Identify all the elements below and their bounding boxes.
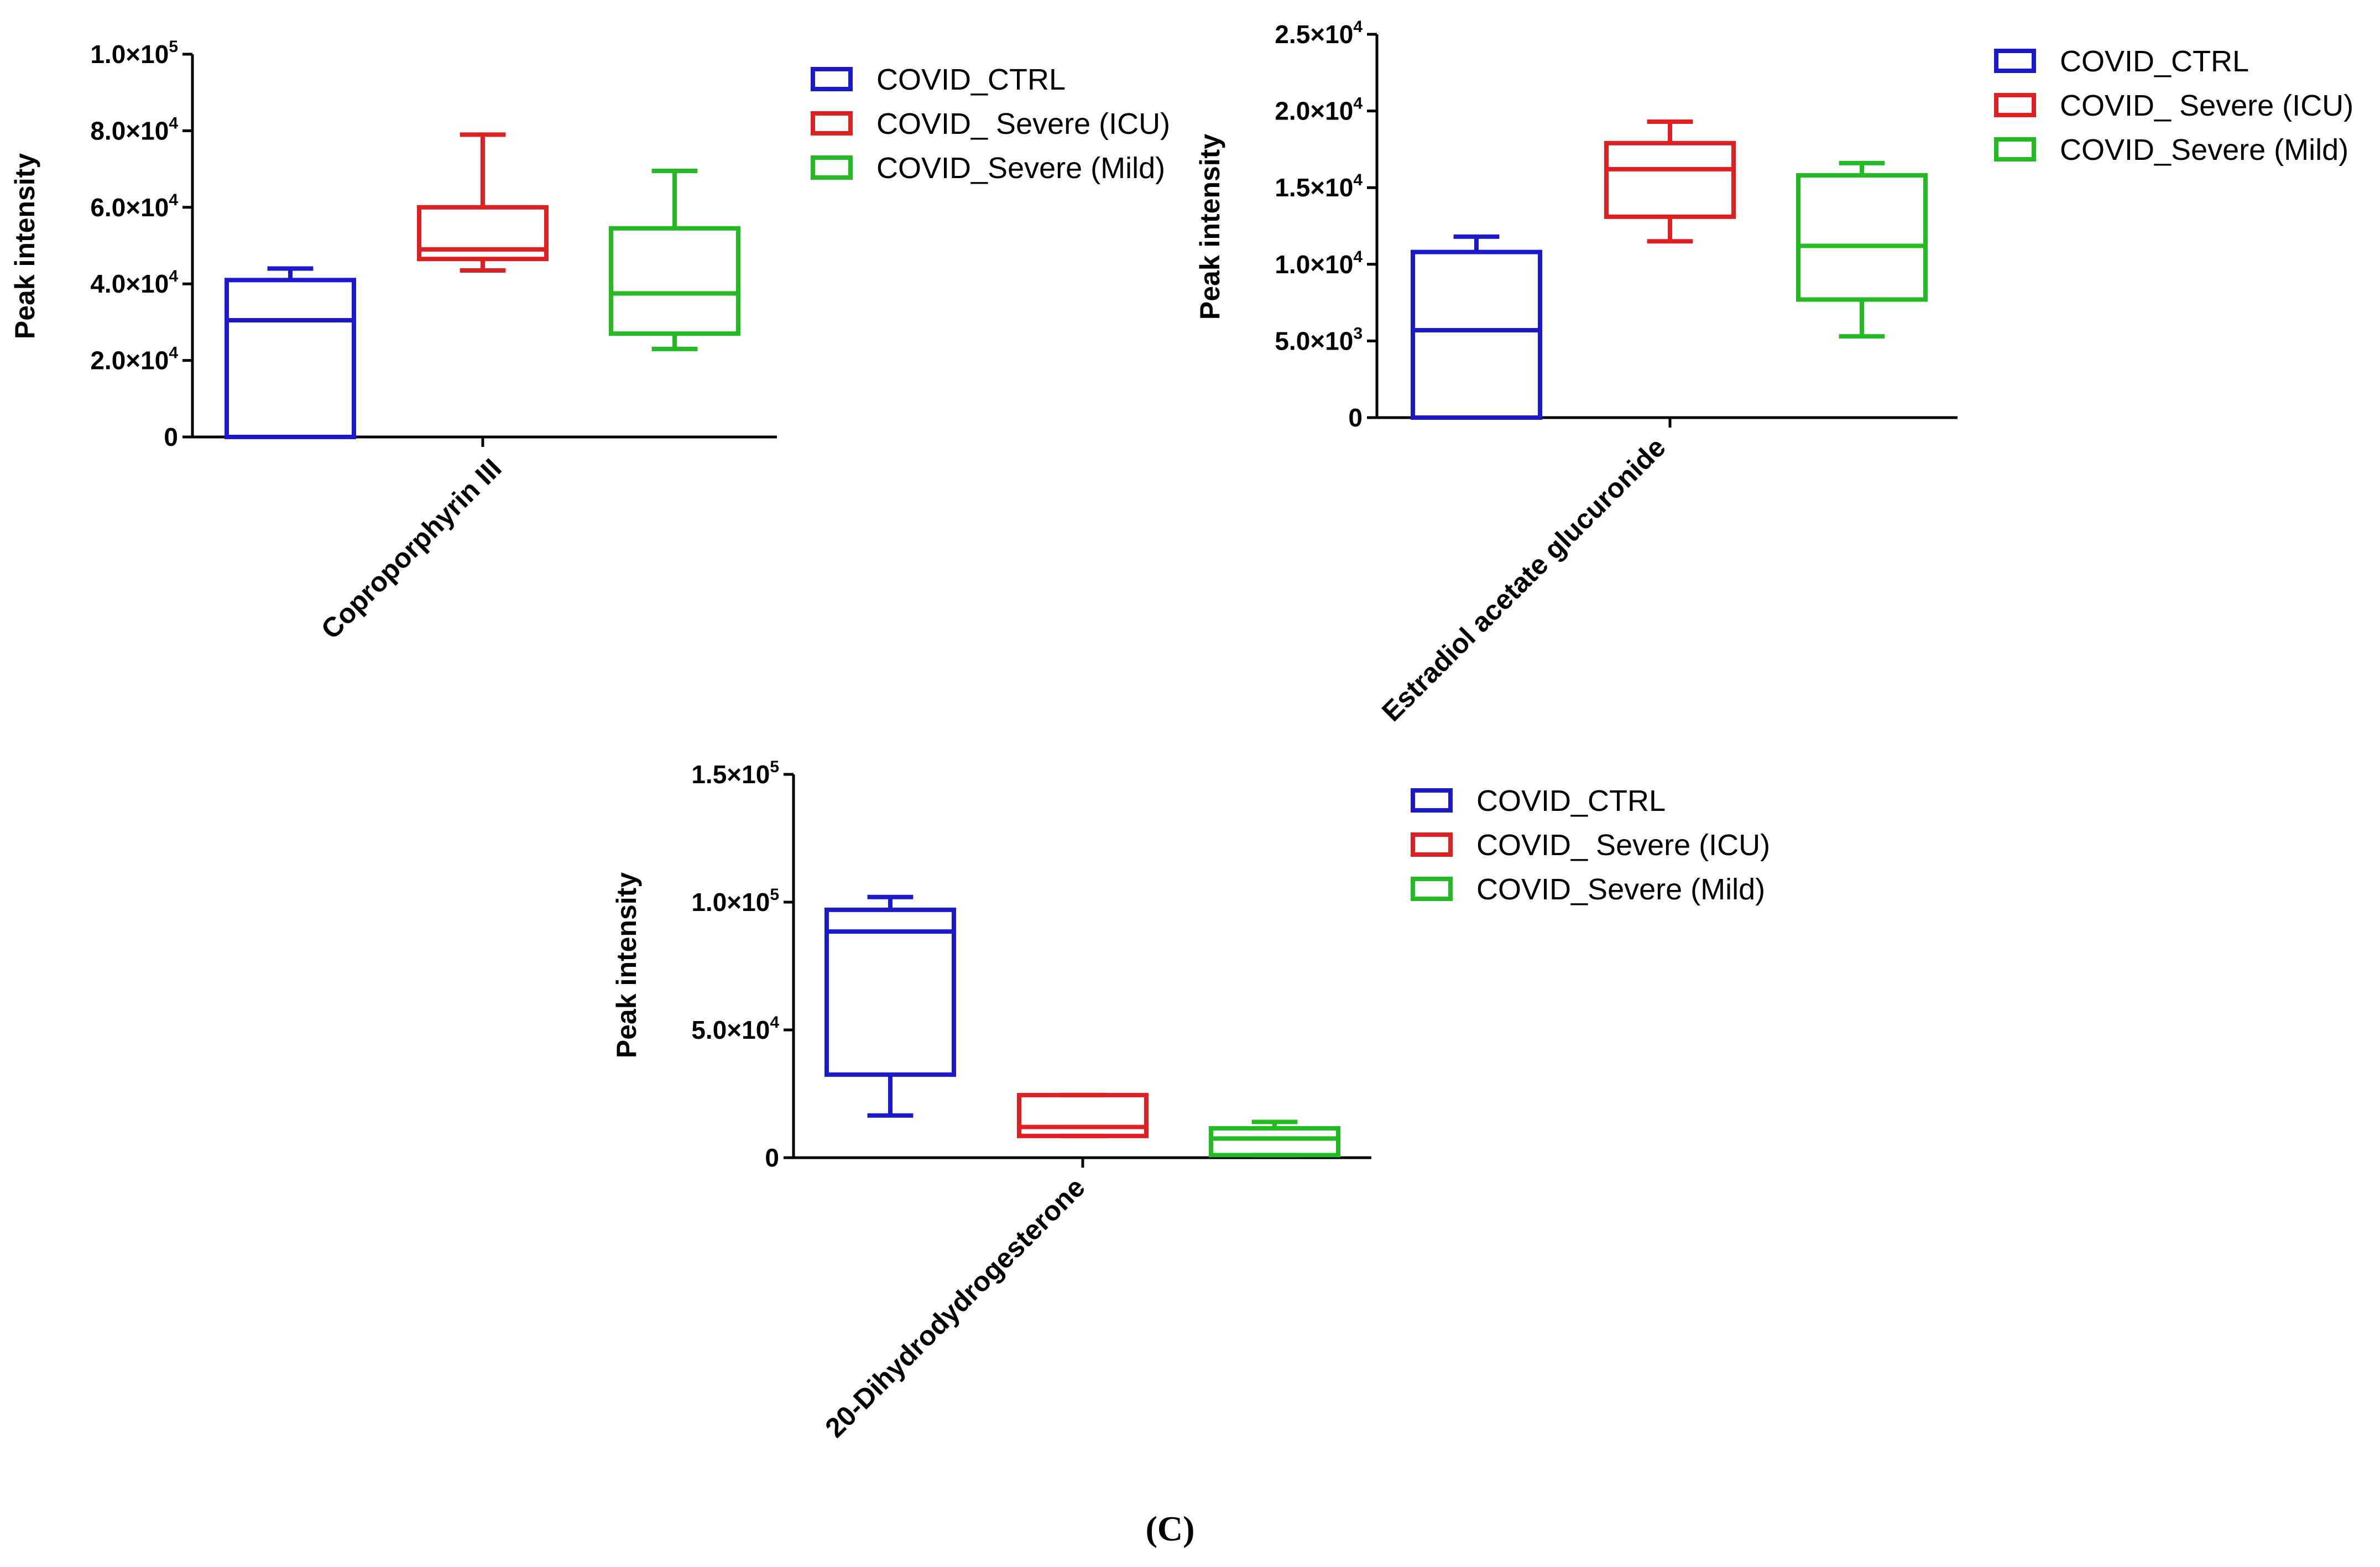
y-tick-label: 2.5×104 [1275, 18, 1363, 49]
y-tick-label: 2.0×104 [1275, 95, 1363, 126]
legend-label: COVID_CTRL [2060, 45, 2249, 78]
iqr-box [417, 205, 549, 262]
box-covid-mild [1209, 1120, 1340, 1158]
legend-swatch [1411, 877, 1453, 901]
category-label: Estradiol acetate glucuronide [1376, 431, 1672, 727]
legend: COVID_CTRL COVID_ Severe (ICU) COVID_Sever… [1411, 784, 1770, 906]
iqr-box [225, 278, 356, 439]
box-covid-mild [1796, 160, 1928, 339]
iqr-box [1604, 140, 1736, 219]
y-tick-label: 1.0×105 [90, 38, 178, 69]
y-axis-label: Peak intensity [611, 872, 642, 1058]
box-covid-icu [1017, 1092, 1149, 1138]
y-tick-label: 5.0×104 [691, 1013, 779, 1044]
iqr-box [1796, 173, 1928, 302]
y-tick-label: 8.0×104 [90, 114, 178, 145]
legend-label: COVID_Severe (Mild) [876, 152, 1165, 185]
iqr-box [609, 226, 740, 336]
y-tick-label: 1.5×105 [691, 758, 779, 789]
legend-swatch [1411, 788, 1453, 813]
chart-panel-1: 0 2.0×104 4.0×104 6.0×104 8.0×104 1.0×105 Peak… [9, 38, 1170, 645]
y-tick-label: 2.0×104 [90, 344, 178, 375]
legend-swatch [1994, 49, 2036, 73]
legend-label: COVID_ Severe (ICU) [2060, 89, 2353, 122]
box-covid-icu [1604, 119, 1736, 244]
legend-label: COVID_ Severe (ICU) [1476, 829, 1770, 862]
iqr-box [1017, 1092, 1149, 1138]
y-axis-label: Peak intensity [9, 153, 40, 339]
y-tick-label: 1.0×104 [1275, 248, 1363, 279]
category-label: 20-Dihydrodydrogesterone [819, 1172, 1090, 1443]
legend-label: COVID_Severe (Mild) [2060, 133, 2348, 166]
y-tick-label: 0 [164, 423, 178, 451]
box-covid-mild [609, 169, 740, 351]
legend: COVID_CTRL COVID_ Severe (ICU) COVID_Sever… [811, 63, 1170, 185]
legend-swatch [811, 67, 853, 91]
legend-swatch [811, 155, 853, 180]
y-axis-label: Peak intensity [1194, 134, 1225, 320]
legend-label: COVID_Severe (Mild) [1476, 873, 1765, 906]
y-tick-label: 4.0×104 [90, 267, 178, 298]
y-tick-label: 1.0×105 [691, 886, 779, 917]
chart-panel-3: 0 5.0×104 1.0×105 1.5×105 Peak intensity 20-D… [611, 758, 1770, 1444]
iqr-box [1411, 249, 1542, 420]
category-label: Coproporphyrin III [315, 452, 508, 645]
legend-label: COVID_CTRL [876, 63, 1066, 96]
legend-swatch [1994, 137, 2036, 162]
y-tick-label: 5.0×103 [1275, 324, 1363, 355]
box-covid-ctrl [824, 894, 956, 1118]
y-tick-label: 1.5×104 [1275, 171, 1363, 202]
y-tick-label: 0 [1348, 403, 1363, 432]
legend-swatch [1994, 93, 2036, 117]
box-covid-ctrl [1411, 234, 1542, 420]
legend-label: COVID_ Severe (ICU) [876, 107, 1170, 140]
legend-label: COVID_CTRL [1476, 784, 1666, 818]
legend: COVID_CTRL COVID_ Severe (ICU) COVID_Sever… [1994, 45, 2353, 166]
panel-label: (C) [1146, 1509, 1195, 1548]
y-tick-label: 0 [765, 1143, 779, 1172]
box-covid-icu [417, 132, 549, 273]
legend-swatch [1411, 832, 1453, 857]
y-tick-label: 6.0×104 [90, 191, 178, 222]
iqr-box [824, 907, 956, 1077]
iqr-box [1209, 1126, 1340, 1158]
box-covid-ctrl [225, 266, 356, 439]
chart-panel-2: 0 5.0×103 1.0×104 1.5×104 2.0×104 2.5×104 Peak… [1194, 18, 2353, 727]
legend-swatch [811, 111, 853, 136]
